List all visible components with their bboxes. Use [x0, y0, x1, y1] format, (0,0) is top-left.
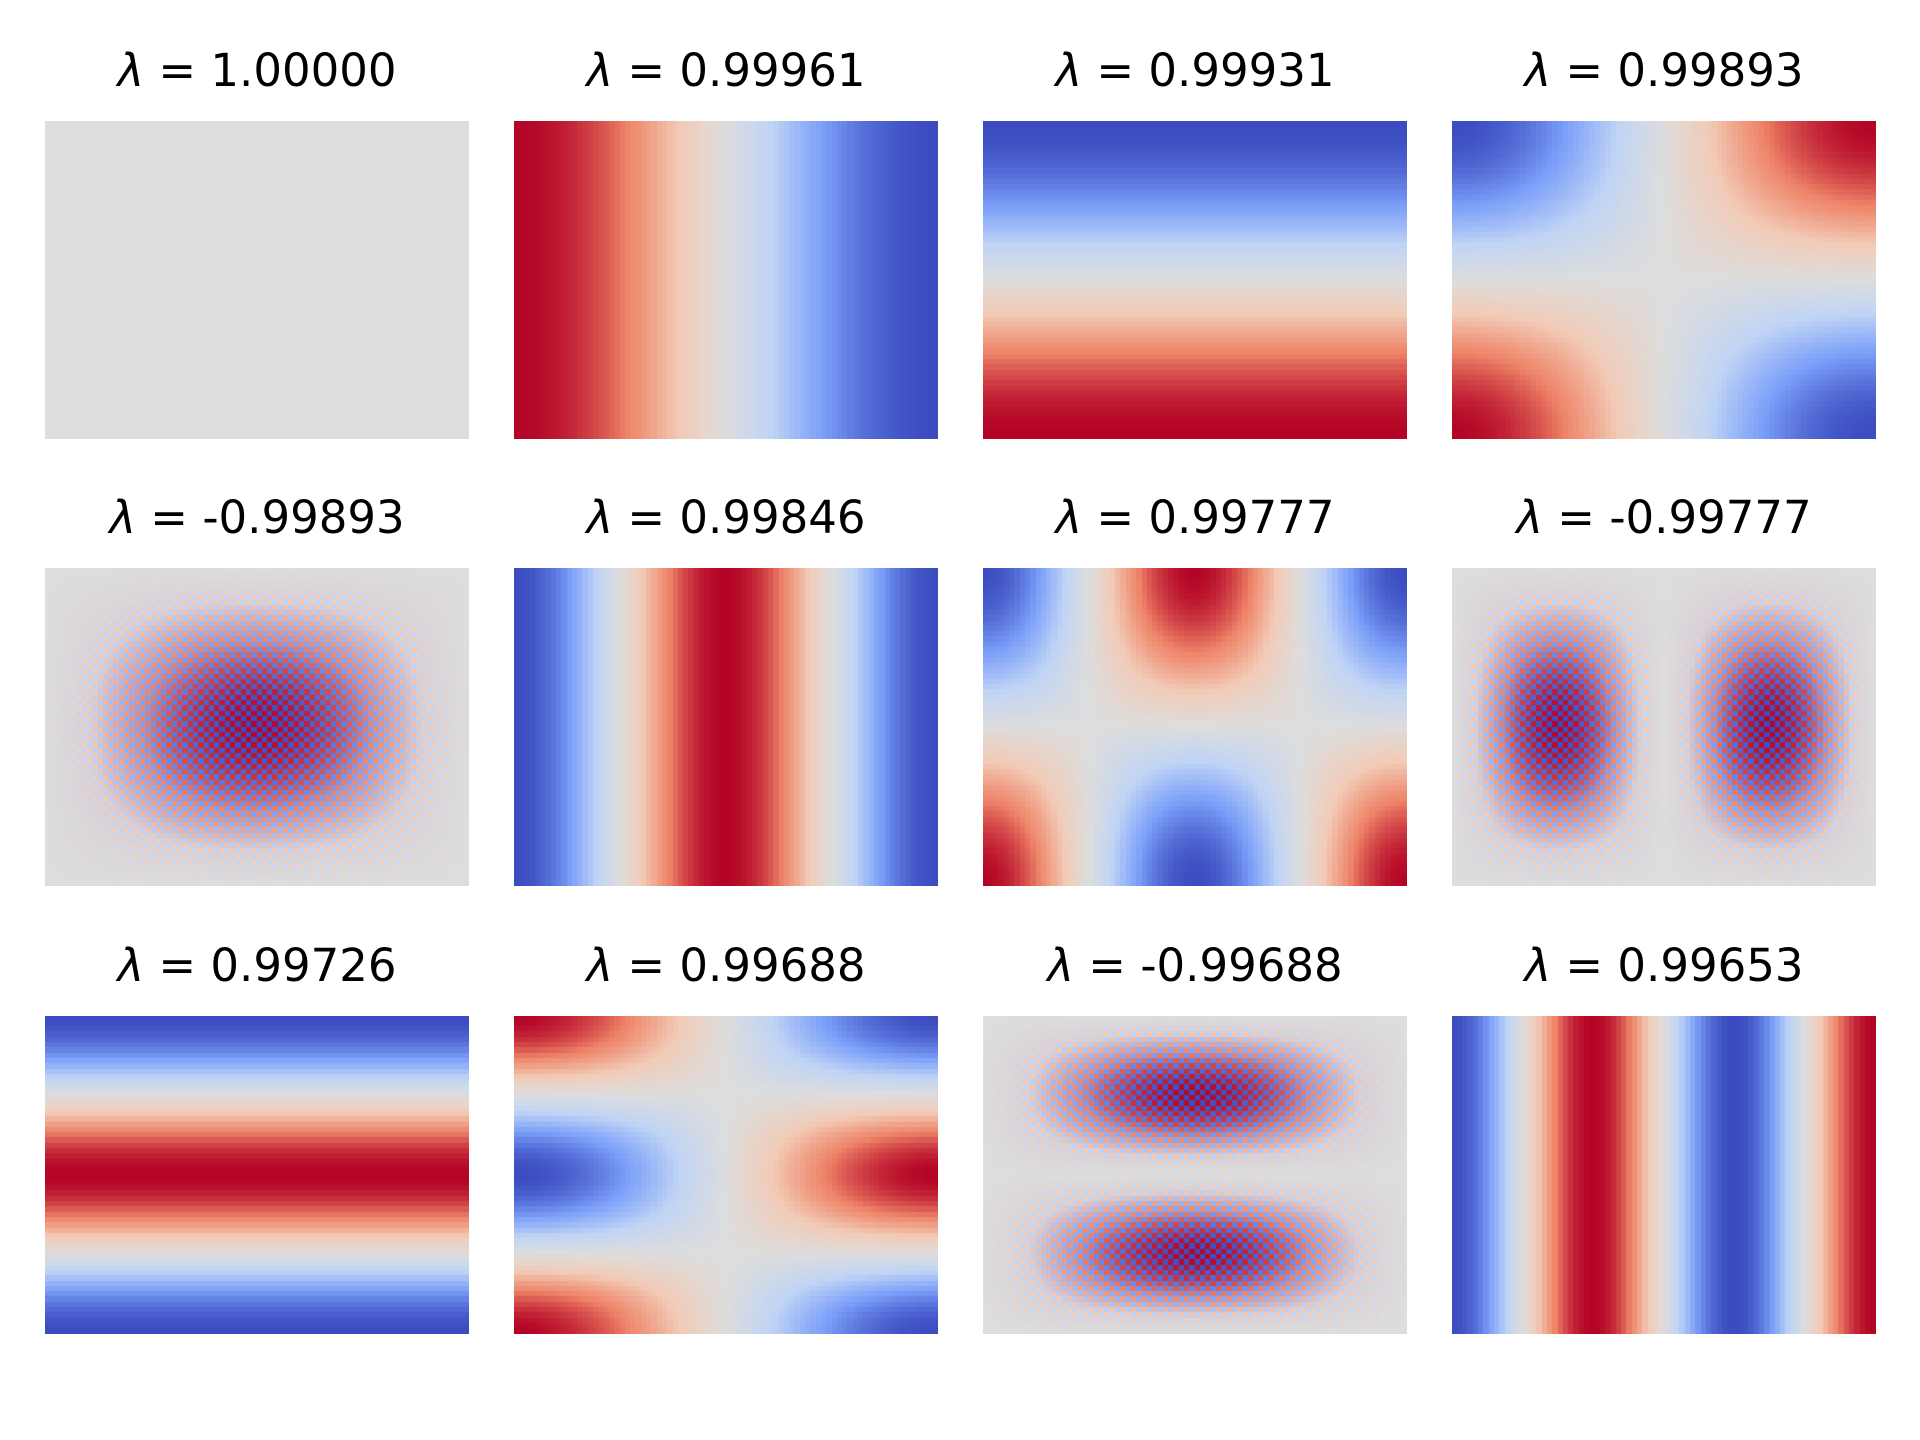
heatmap — [1452, 1016, 1876, 1334]
panel-title: λ = 0.99893 — [1524, 44, 1804, 97]
panel-title: λ = -0.99893 — [109, 491, 405, 544]
heatmap — [983, 121, 1407, 439]
panel-title: λ = 0.99777 — [1055, 491, 1335, 544]
panel-title: λ = -0.99688 — [1047, 939, 1343, 992]
panel-title: λ = 0.99653 — [1524, 939, 1804, 992]
panel-title: λ = 0.99961 — [586, 44, 866, 97]
panel-title: λ = 0.99688 — [586, 939, 866, 992]
heatmap — [45, 1016, 469, 1334]
panel-title: λ = 1.00000 — [117, 44, 397, 97]
panel-title: λ = 0.99726 — [117, 939, 397, 992]
heatmap — [45, 568, 469, 886]
heatmap — [514, 121, 938, 439]
heatmap — [983, 568, 1407, 886]
heatmap — [514, 568, 938, 886]
heatmap — [1452, 568, 1876, 886]
panel-title: λ = 0.99846 — [586, 491, 866, 544]
panel-title: λ = -0.99777 — [1516, 491, 1812, 544]
panel-title: λ = 0.99931 — [1055, 44, 1335, 97]
heatmap — [514, 1016, 938, 1334]
heatmap — [983, 1016, 1407, 1334]
heatmap — [1452, 121, 1876, 439]
heatmap — [45, 121, 469, 439]
